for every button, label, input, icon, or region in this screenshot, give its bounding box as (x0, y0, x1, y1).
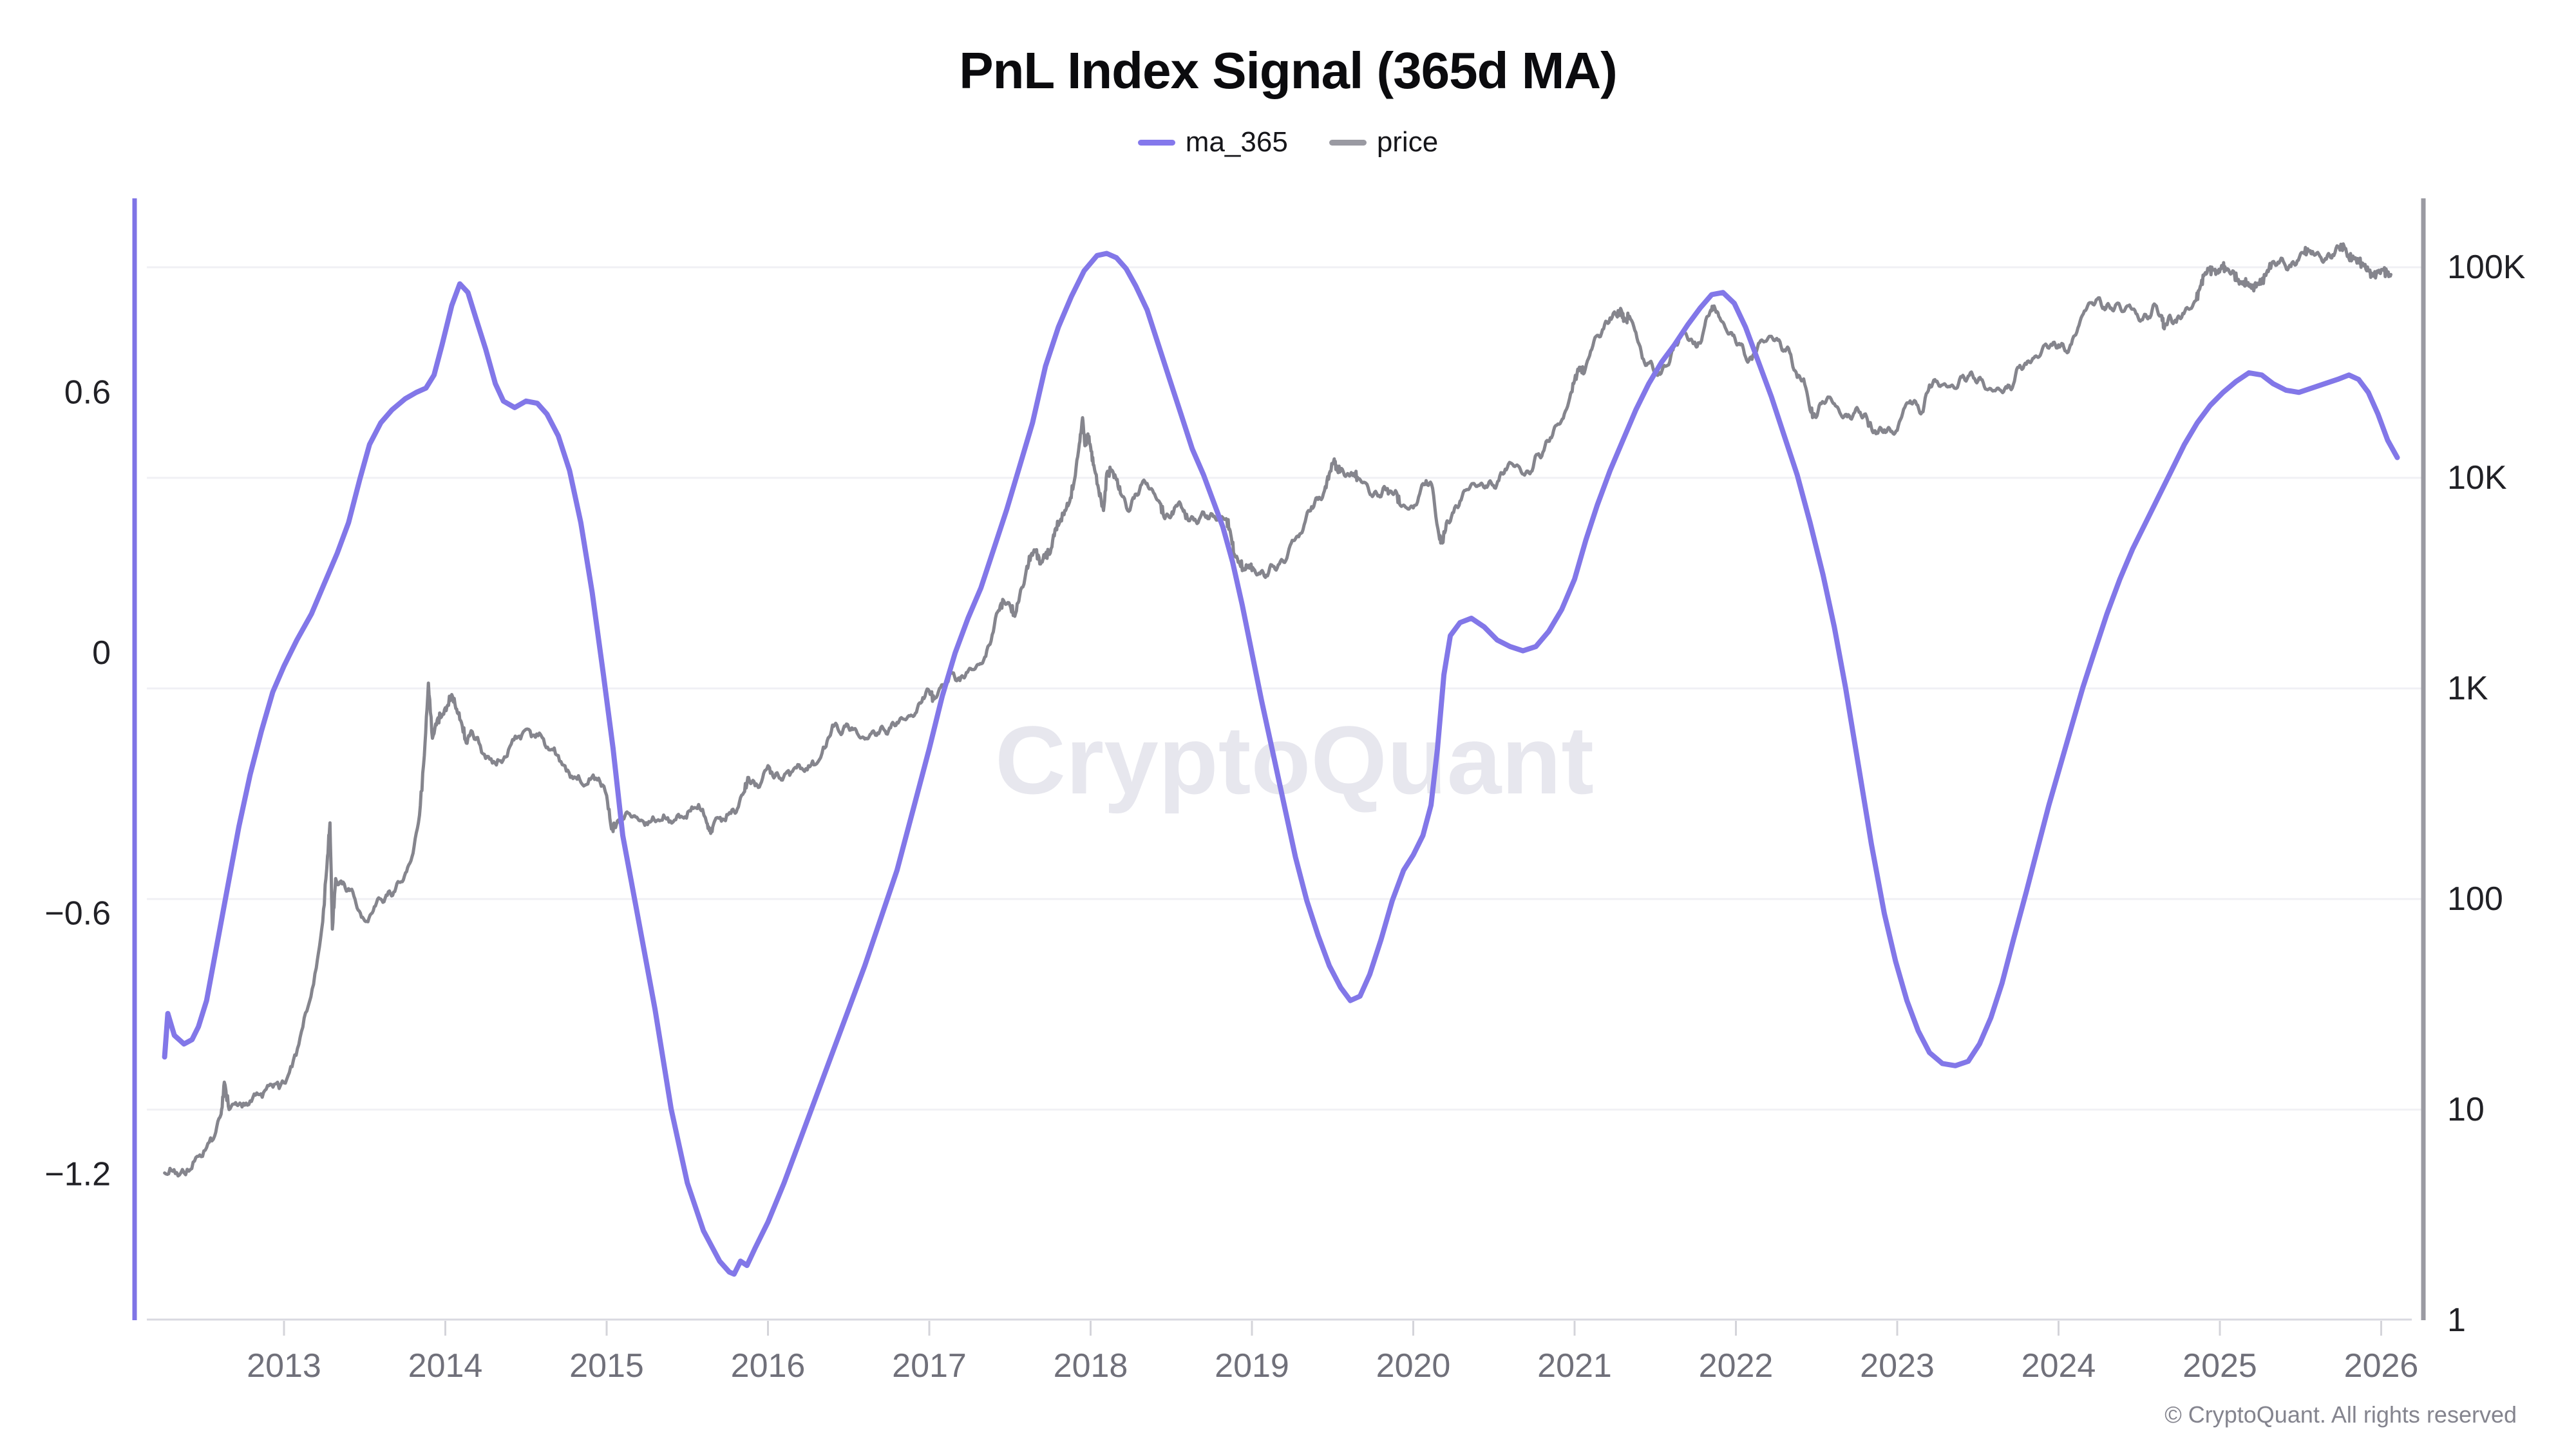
x-tick-label-2020: 2020 (1376, 1347, 1451, 1385)
x-tick-label-2026: 2026 (2344, 1347, 2419, 1385)
x-tick-label-2024: 2024 (2022, 1347, 2096, 1385)
price-series-line (163, 242, 2392, 1178)
left-axis-label-−0.6: −0.6 (44, 895, 111, 933)
x-tick-label-2021: 2021 (1537, 1347, 1612, 1385)
x-tick-label-2013: 2013 (247, 1347, 321, 1385)
x-tick-label-2014: 2014 (408, 1347, 483, 1385)
x-tick-label-2019: 2019 (1215, 1347, 1289, 1385)
legend: ma_365 price (0, 126, 2576, 158)
x-tick-label-2025: 2025 (2183, 1347, 2257, 1385)
x-tick-label-2023: 2023 (1860, 1347, 1935, 1385)
watermark: CryptoQuant (995, 706, 1594, 814)
legend-item-price[interactable]: price (1329, 126, 1438, 158)
legend-item-ma_365[interactable]: ma_365 (1137, 126, 1288, 158)
right-axis-label-100K: 100K (2447, 249, 2526, 286)
right-axis-label-100: 100 (2447, 880, 2503, 918)
left-axis-label-0: 0 (92, 634, 111, 672)
x-tick-label-2018: 2018 (1054, 1347, 1128, 1385)
right-axis-label-1K: 1K (2447, 670, 2488, 707)
right-axis-label-10: 10 (2447, 1091, 2485, 1128)
x-tick-label-2017: 2017 (892, 1347, 967, 1385)
right-axis-label-1: 1 (2447, 1302, 2466, 1339)
legend-swatch-price (1329, 139, 1367, 146)
x-tick-label-2015: 2015 (569, 1347, 644, 1385)
x-tick-label-2016: 2016 (731, 1347, 806, 1385)
right-axis-label-10K: 10K (2447, 459, 2507, 497)
ma365-series-line (162, 251, 2400, 1277)
copyright-footer: © CryptoQuant. All rights reserved (2164, 1401, 2517, 1428)
left-axis-label-0.6: 0.6 (64, 374, 111, 411)
x-tick-label-2022: 2022 (1699, 1347, 1774, 1385)
chart-title: PnL Index Signal (365d MA) (959, 42, 1618, 99)
legend-swatch-ma_365 (1137, 139, 1175, 146)
legend-label: price (1376, 126, 1439, 158)
left-axis-label-−1.2: −1.2 (44, 1155, 111, 1193)
legend-label: ma_365 (1185, 126, 1288, 158)
